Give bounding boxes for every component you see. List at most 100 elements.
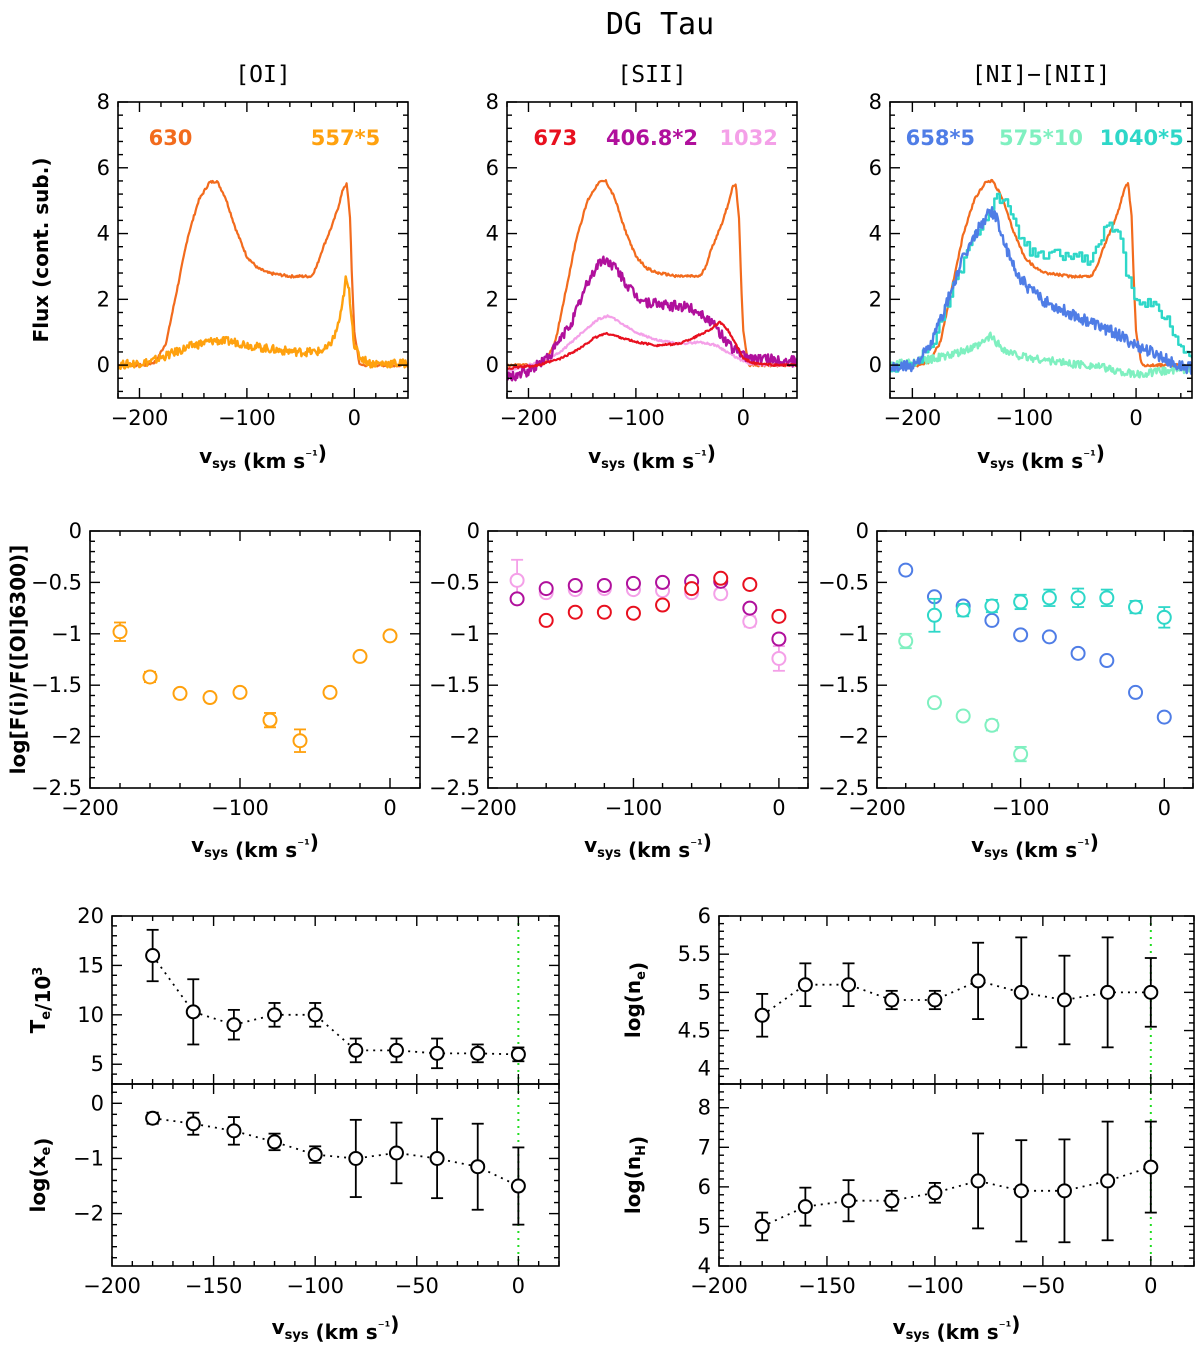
p-ni-ratio-xlabel: vsys (km s⁻¹) [971,830,1099,862]
p-ni-flux-series-10405 [890,192,1192,373]
p-sii-flux-legend-entry: 673 [533,126,577,150]
p-te-series-Te-point [267,1002,283,1028]
p-xe-xtick: −100 [286,1274,344,1298]
p-sii-ratio-ytick: −1.5 [429,673,480,697]
p-xe-series-xe-point [429,1117,445,1200]
p-nh-ytick: 5 [698,1214,711,1238]
p-sii-ratio-series-673-point [742,576,758,592]
p-sii-ratio-data [509,558,787,672]
p-xe-ytick: −1 [73,1146,104,1170]
p-nh-series-nH-point [1056,1138,1072,1244]
p-ni-ratio-ytick: −1 [838,622,869,646]
p-sii-flux-xtick: −200 [500,406,558,430]
p-nh-data [754,1084,1159,1266]
p-ne-series-ne-line [761,979,1151,1017]
p-ni-ratio-series-1040-point [1099,588,1115,607]
p-ni-ratio-series-1040-point [984,598,1000,614]
p-te-series-Te-point [470,1043,486,1064]
p-ni-ratio-ytick: −0.5 [818,570,869,594]
p-sii-ratio-series-4068-point [509,591,525,607]
p-sii-ratio-series-4068-point [596,577,612,593]
p-oi-flux-axes [117,101,409,399]
p-ni-ratio-ytick: 0 [856,519,869,543]
p-ni-ratio-axes [876,530,1194,789]
p-sii-flux-xtick: −100 [607,406,665,430]
p-sii-ratio-xlabel: vsys (km s⁻¹) [584,830,712,862]
p-te-series-Te-point [348,1037,364,1064]
p-oi-flux-title: [OI] [235,62,290,88]
p-te-series-Te-line [151,954,519,1056]
p-oi-flux-ytick: 6 [97,156,110,180]
p-xe-ytick: −2 [73,1202,104,1226]
p-nh-ytick: 6 [698,1175,711,1199]
p-sii-flux-series-1032 [507,314,797,373]
p-sii-flux-ytick: 6 [486,156,499,180]
p-ni-ratio-series-658-point [1156,709,1172,725]
p-ni-ratio-series-1040-point [1013,593,1029,611]
p-xe-xlabel: vsys (km s⁻¹) [272,1312,400,1344]
p-oi-ratio-xlabel: vsys (km s⁻¹) [191,830,319,862]
p-ni-flux-series-57510 [890,331,1192,379]
p-oi-ratio-series-557-point [112,621,128,642]
p-ni-flux-data [890,178,1192,379]
p-oi-ratio-series-557-point [292,728,308,753]
p-te-data [145,916,526,1084]
p-ni-flux-axes [889,101,1193,399]
p-ni-flux-legend-entry: 658*5 [906,126,975,150]
p-ni-ratio-data [898,562,1172,763]
p-sii-ratio-series-4068-point [742,600,758,616]
p-ni-ratio-xtick: −100 [992,796,1050,820]
p-oi-ratio-xtick: 0 [383,796,396,820]
p-ni-ratio-series-658-point [984,612,1000,628]
p-te-axes [111,915,560,1085]
p-ni-ratio-series-658-point [1099,653,1115,669]
p-sii-flux-legend-entry: 1032 [719,126,777,150]
p-ni-flux-ytick: 2 [869,287,882,311]
p-ne-series-ne-point [927,989,943,1011]
p-oi-flux-xlabel: vsys (km s⁻¹) [199,441,327,473]
p-ni-ratio-ytick: −2 [838,725,869,749]
p-sii-ratio-ytick: −1 [449,622,480,646]
figure-title: DG Tau [606,7,714,42]
p-sii-flux-xtick: 0 [737,406,750,430]
p-nh-xtick: −100 [906,1274,964,1298]
p-nh-ylabel: log(nH) [621,1136,650,1214]
p-oi-flux-legend-entry: 557*5 [311,126,380,150]
p-sii-flux-panel: −200 −100 0 0 2 4 6 8 [SII] 673 406.8*2 1032 vsys (k… [486,62,798,473]
p-sii-flux-ytick: 8 [486,90,499,114]
p-oi-flux-legend-entry: 630 [149,126,193,150]
p-ni-ratio-series-1040-point [926,597,942,633]
p-ni-ratio-series-1040-point [1041,588,1057,607]
p-ni-ratio-series-1040-point [1070,587,1086,608]
p-oi-flux-ytick: 0 [97,353,110,377]
p-ni-ratio-series-658-point [898,562,914,578]
p-sii-ratio-ytick: 0 [467,519,480,543]
p-ni-ratio-series-658-point [1070,645,1086,661]
p-sii-flux-title: [SII] [617,62,686,88]
p-nh-axes [718,1083,1195,1267]
p-te-panel: 5 10 15 20 Te/103 [26,904,560,1085]
p-ni-flux-xtick: −200 [884,406,942,430]
p-ni-ratio-series-575-point [955,708,971,724]
p-sii-ratio-series-673-point [771,608,787,624]
p-ne-series-ne-point [1143,957,1159,1028]
p-oi-ratio-ytick: −2.5 [31,776,82,800]
p-sii-ratio-series-673-point [684,581,700,597]
p-nh-series-nH-point [1100,1120,1116,1242]
p-te-ytick: 15 [77,953,104,977]
p-sii-ratio-xtick: −200 [459,796,517,820]
p-ne-series-ne-point [970,941,986,1020]
p-te-ytick: 10 [77,1003,104,1027]
p-oi-ratio-series-557-point [352,648,368,664]
p-sii-ratio-axes [487,530,809,789]
p-sii-ratio-series-673-point [713,570,729,586]
p-oi-flux-ylabel: Flux (cont. sub.) [29,158,53,343]
p-ni-ratio-series-658-point [1013,627,1029,643]
p-ne-series-ne-point [754,992,770,1038]
p-ne-ytick: 6 [698,904,711,928]
p-ni-flux-xtick: −100 [995,406,1053,430]
p-nh-xlabel: vsys (km s⁻¹) [893,1312,1021,1344]
p-xe-series-xe-point [470,1122,486,1211]
p-ne-ytick: 4 [698,1057,711,1081]
p-sii-ratio-series-4068-point [625,575,641,591]
